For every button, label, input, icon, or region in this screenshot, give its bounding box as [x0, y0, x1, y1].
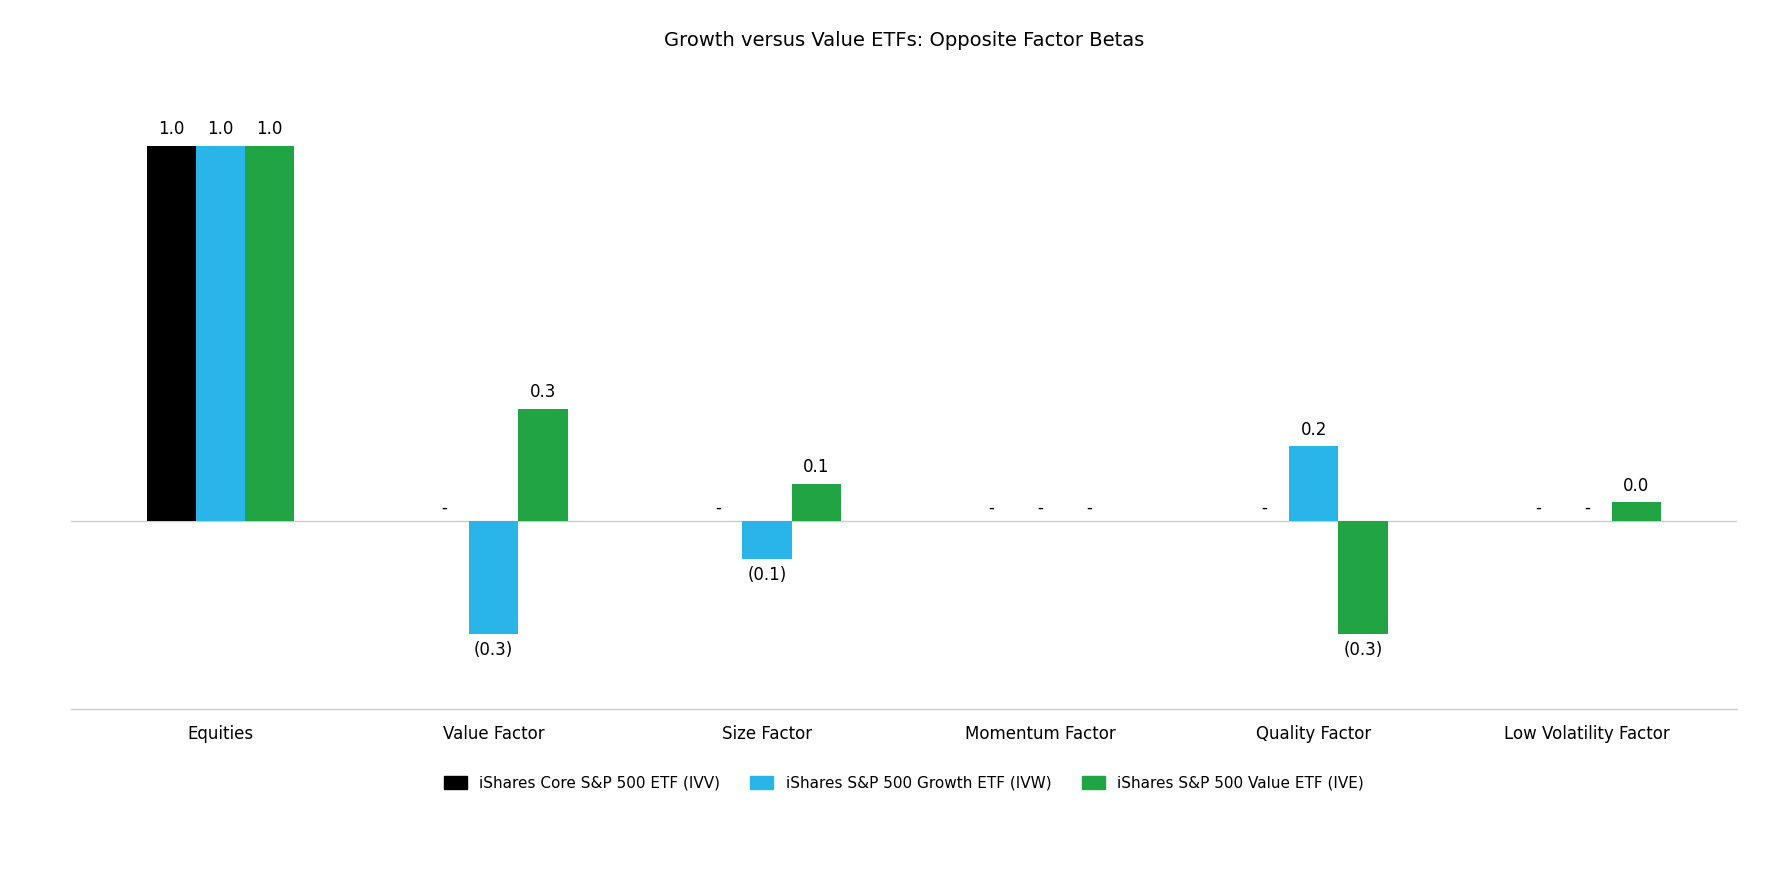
Text: -: -: [1584, 499, 1589, 517]
Bar: [245, 146, 294, 521]
Bar: [1613, 502, 1660, 521]
Legend: iShares Core S&P 500 ETF (IVV), iShares S&P 500 Growth ETF (IVW), iShares S&P 50: iShares Core S&P 500 ETF (IVV), iShares …: [438, 770, 1370, 797]
Bar: [195, 146, 245, 521]
Bar: [470, 521, 519, 633]
Bar: [147, 146, 195, 521]
Text: 0.3: 0.3: [530, 383, 556, 401]
Text: -: -: [1535, 499, 1542, 517]
Text: -: -: [1086, 499, 1093, 517]
Text: (0.3): (0.3): [475, 641, 514, 659]
Text: 1.0: 1.0: [207, 120, 234, 138]
Bar: [1288, 447, 1338, 521]
Text: 1.0: 1.0: [257, 120, 284, 138]
Text: -: -: [989, 499, 994, 517]
Bar: [1338, 521, 1387, 633]
Bar: [519, 408, 567, 521]
Text: (0.1): (0.1): [748, 566, 787, 584]
Text: 0.1: 0.1: [803, 458, 829, 476]
Title: Growth versus Value ETFs: Opposite Factor Betas: Growth versus Value ETFs: Opposite Facto…: [663, 31, 1145, 50]
Text: -: -: [1037, 499, 1044, 517]
Text: -: -: [441, 499, 448, 517]
Text: (0.3): (0.3): [1343, 641, 1382, 659]
Text: 1.0: 1.0: [158, 120, 184, 138]
Text: 0.2: 0.2: [1301, 421, 1327, 439]
Text: 0.0: 0.0: [1623, 477, 1650, 495]
Bar: [742, 521, 792, 559]
Bar: [792, 484, 842, 521]
Text: -: -: [1262, 499, 1267, 517]
Text: -: -: [714, 499, 721, 517]
